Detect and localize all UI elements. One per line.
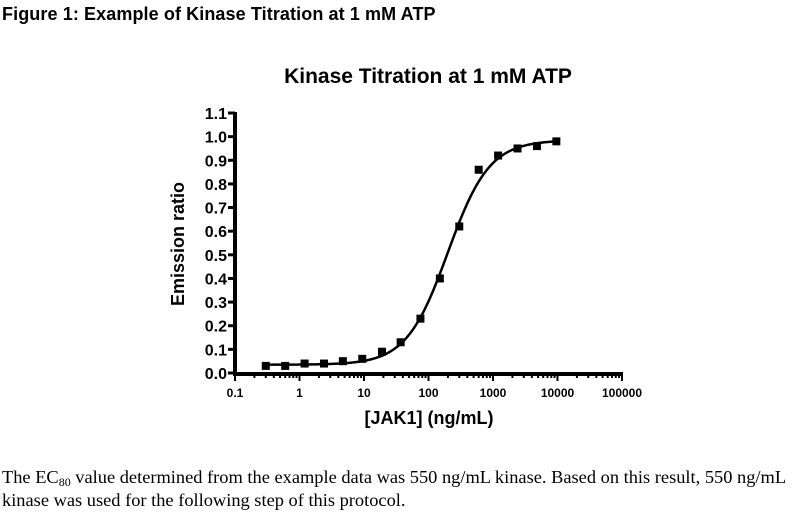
data-point xyxy=(513,144,522,153)
chart-title: Kinase Titration at 1 mM ATP xyxy=(284,65,572,88)
chart: Kinase Titration at 1 mM ATP Emission ra… xyxy=(168,65,643,428)
figure-caption: Figure 1: Example of Kinase Titration at… xyxy=(2,4,436,24)
data-point xyxy=(532,142,541,151)
data-point xyxy=(261,361,270,370)
data-point xyxy=(300,359,309,368)
x-tick-label: 1000 xyxy=(480,386,507,400)
data-point xyxy=(396,338,405,347)
x-axis-label: [JAK1] (ng/mL) xyxy=(365,408,494,428)
y-tick-label: 0.7 xyxy=(205,201,227,218)
y-tick-label: 0.0 xyxy=(205,366,227,383)
y-tick-label: 0.6 xyxy=(205,224,227,241)
data-point xyxy=(338,357,347,366)
data-points xyxy=(261,137,561,370)
data-point xyxy=(358,354,367,363)
x-tick-label: 1 xyxy=(296,386,303,400)
y-axis-label: Emission ratio xyxy=(168,182,188,306)
data-point xyxy=(455,222,464,231)
data-point xyxy=(494,151,503,160)
x-tick-label: 0.1 xyxy=(227,386,244,400)
x-tick-label: 100 xyxy=(418,386,438,400)
x-tick-label: 100000 xyxy=(602,386,642,400)
body-text-part1: The EC xyxy=(2,467,59,487)
y-tick-label: 1.0 xyxy=(205,130,227,147)
axes: 0.00.10.20.30.40.50.60.70.80.91.01.10.1 1… xyxy=(205,106,643,400)
data-point xyxy=(320,359,329,368)
body-text-part2: value determined from the example data w… xyxy=(2,467,786,510)
fit-curve-layer xyxy=(265,140,557,366)
y-tick-label: 1.1 xyxy=(205,106,227,123)
data-point xyxy=(416,314,425,323)
y-tick-label: 0.3 xyxy=(205,295,227,312)
y-tick-label: 0.9 xyxy=(205,153,227,170)
y-tick-label: 0.2 xyxy=(205,319,227,336)
data-point xyxy=(552,137,561,146)
body-paragraph: The EC80 value determined from the examp… xyxy=(2,466,808,512)
data-point xyxy=(435,274,444,283)
data-point xyxy=(281,361,290,370)
data-point xyxy=(474,165,483,174)
data-point xyxy=(377,347,386,356)
y-tick-label: 0.4 xyxy=(205,271,227,288)
y-tick-label: 0.8 xyxy=(205,177,227,194)
x-tick-label: 10 xyxy=(357,386,371,400)
y-tick-label: 0.1 xyxy=(205,342,227,359)
body-text-subscript: 80 xyxy=(58,475,71,489)
x-tick-label: 10000 xyxy=(541,386,575,400)
y-tick-label: 0.5 xyxy=(205,248,227,265)
fit-curve xyxy=(265,140,557,366)
